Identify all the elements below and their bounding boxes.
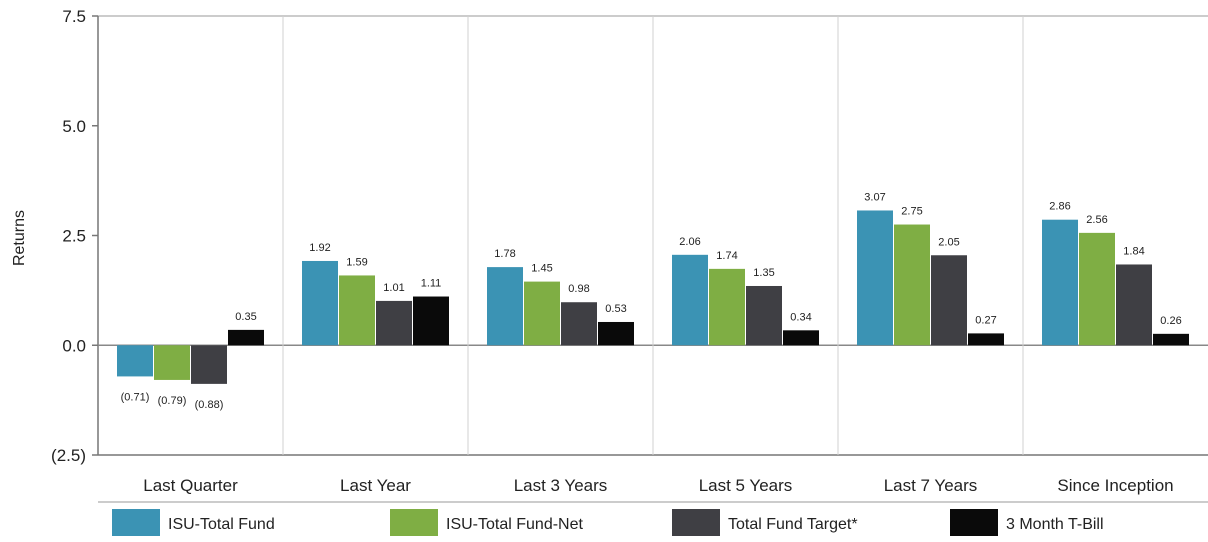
data-label: 1.45 xyxy=(531,263,552,275)
bar xyxy=(561,302,597,345)
legend-label: 3 Month T-Bill xyxy=(1006,516,1104,533)
data-label: 1.92 xyxy=(309,242,330,254)
bar xyxy=(117,345,153,376)
category-label: Last 5 Years xyxy=(699,476,793,495)
y-tick-label: 2.5 xyxy=(62,227,86,246)
data-label: (0.71) xyxy=(121,391,150,403)
data-label: 1.11 xyxy=(421,278,442,290)
data-label: 1.35 xyxy=(753,267,774,279)
data-label: 1.01 xyxy=(383,282,404,294)
data-label: 2.75 xyxy=(901,206,922,218)
bar xyxy=(746,286,782,345)
legend-label: ISU-Total Fund xyxy=(168,516,275,533)
data-label: 3.07 xyxy=(864,191,885,203)
data-label: 0.35 xyxy=(235,311,256,323)
y-axis-label: Returns xyxy=(11,210,28,266)
data-label: 0.53 xyxy=(605,303,626,315)
bar xyxy=(931,255,967,345)
legend-swatch xyxy=(950,509,998,536)
bar xyxy=(376,301,412,345)
bar xyxy=(1153,334,1189,345)
data-label: 0.26 xyxy=(1160,315,1181,327)
legend-label: Total Fund Target* xyxy=(728,516,858,533)
legend: ISU-Total Fund ISU-Total Fund-Net Total Fu… xyxy=(98,502,1208,536)
bar xyxy=(524,282,560,346)
bar xyxy=(228,330,264,345)
category-label: Last 7 Years xyxy=(884,476,978,495)
data-label: 0.98 xyxy=(568,283,589,295)
bar xyxy=(857,210,893,345)
y-tick-label: 5.0 xyxy=(62,117,86,136)
data-label: (0.88) xyxy=(195,399,224,411)
data-label: 1.78 xyxy=(494,248,515,260)
data-label: 0.34 xyxy=(790,311,811,323)
category-label: Last Year xyxy=(340,476,411,495)
y-tick-label: 7.5 xyxy=(62,7,86,26)
legend-swatch xyxy=(112,509,160,536)
data-label: 0.27 xyxy=(975,314,996,326)
y-tick-label: (2.5) xyxy=(51,446,86,465)
category-label: Last Quarter xyxy=(143,476,238,495)
data-label: 1.74 xyxy=(716,250,737,262)
bar xyxy=(709,269,745,345)
bar xyxy=(487,267,523,345)
legend-label: ISU-Total Fund-Net xyxy=(446,516,583,533)
y-tick-label: 0.0 xyxy=(62,336,86,355)
legend-swatch xyxy=(390,509,438,536)
bar xyxy=(339,275,375,345)
bar xyxy=(894,225,930,346)
data-label: (0.79) xyxy=(158,395,187,407)
y-tick-labels: 7.5 5.0 2.5 0.0 (2.5) xyxy=(51,7,86,465)
data-label: 2.56 xyxy=(1086,214,1107,226)
data-label: 1.84 xyxy=(1123,245,1144,257)
bar xyxy=(413,297,449,346)
bar xyxy=(1079,233,1115,345)
legend-swatch xyxy=(672,509,720,536)
bar xyxy=(672,255,708,345)
chart-axes xyxy=(92,16,1208,455)
bar xyxy=(154,345,190,380)
bar xyxy=(1116,264,1152,345)
category-label: Since Inception xyxy=(1057,476,1173,495)
bar xyxy=(1042,220,1078,346)
data-label: 2.06 xyxy=(679,236,700,248)
data-label: 2.86 xyxy=(1049,201,1070,213)
data-label: 2.05 xyxy=(938,236,959,248)
data-label: 1.59 xyxy=(346,256,367,268)
bar xyxy=(783,330,819,345)
category-labels: Last Quarter Last Year Last 3 Years Last 5 … xyxy=(143,476,1173,495)
bar xyxy=(598,322,634,345)
bar xyxy=(968,333,1004,345)
bar xyxy=(191,345,227,384)
category-label: Last 3 Years xyxy=(514,476,608,495)
bar xyxy=(302,261,338,345)
